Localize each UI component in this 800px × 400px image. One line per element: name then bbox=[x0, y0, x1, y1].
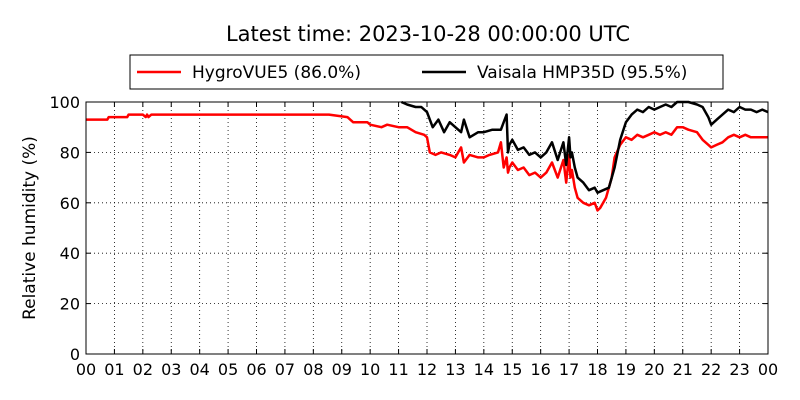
x-tick-label: 15 bbox=[502, 360, 522, 379]
x-tick-labels: 00 01 02 03 04 05 06 07 08 09 10 11 12 13 14 15 16 17 18 19… bbox=[76, 360, 778, 379]
y-tick-label: 20 bbox=[60, 295, 80, 314]
y-tick-label: 100 bbox=[49, 93, 80, 112]
x-tick-label: 19 bbox=[616, 360, 636, 379]
series-line-vaisala bbox=[400, 100, 769, 194]
y-tick-label: 0 bbox=[70, 345, 80, 364]
x-tick-label: 07 bbox=[275, 360, 295, 379]
y-tick-labels: 0 20 40 60 80 100 bbox=[49, 93, 80, 364]
x-tick-label: 06 bbox=[246, 360, 266, 379]
plot-frame bbox=[85, 101, 769, 355]
x-tick-label: 10 bbox=[360, 360, 380, 379]
x-tick-label: 13 bbox=[445, 360, 465, 379]
x-tick-label: 23 bbox=[729, 360, 749, 379]
x-tick-label: 16 bbox=[530, 360, 550, 379]
y-tick-label: 40 bbox=[60, 244, 80, 263]
legend-label-vaisala: Vaisala HMP35D (95.5%) bbox=[477, 63, 687, 83]
x-tick-label: 18 bbox=[587, 360, 607, 379]
x-tick-label: 11 bbox=[388, 360, 408, 379]
y-axis-label: Relative humidity (%) bbox=[20, 136, 40, 320]
x-tick-label: 20 bbox=[644, 360, 664, 379]
legend: HygroVUE5 (86.0%) Vaisala HMP35D (95.5%) bbox=[129, 54, 724, 90]
grid bbox=[86, 102, 768, 354]
chart-title: Latest time: 2023-10-28 00:00:00 UTC bbox=[226, 22, 630, 46]
x-tick-label: 14 bbox=[474, 360, 494, 379]
x-tick-label: 05 bbox=[218, 360, 238, 379]
x-tick-label: 21 bbox=[673, 360, 693, 379]
x-tick-label: 01 bbox=[104, 360, 124, 379]
x-tick-label: 12 bbox=[417, 360, 437, 379]
x-tick-label: 17 bbox=[559, 360, 579, 379]
x-tick-label: 22 bbox=[701, 360, 721, 379]
x-tick-label: 00 bbox=[758, 360, 778, 379]
x-tick-label: 00 bbox=[76, 360, 96, 379]
x-tick-label: 08 bbox=[303, 360, 323, 379]
series-line-hygrovue bbox=[86, 113, 768, 212]
series-layer bbox=[86, 100, 769, 212]
x-tick-label: 02 bbox=[133, 360, 153, 379]
x-tick-label: 04 bbox=[189, 360, 209, 379]
y-tick-label: 80 bbox=[60, 143, 80, 162]
y-tick-label: 60 bbox=[60, 194, 80, 213]
legend-label-hygrovue: HygroVUE5 (86.0%) bbox=[192, 63, 361, 83]
x-tick-label: 09 bbox=[332, 360, 352, 379]
x-tick-label: 03 bbox=[161, 360, 181, 379]
